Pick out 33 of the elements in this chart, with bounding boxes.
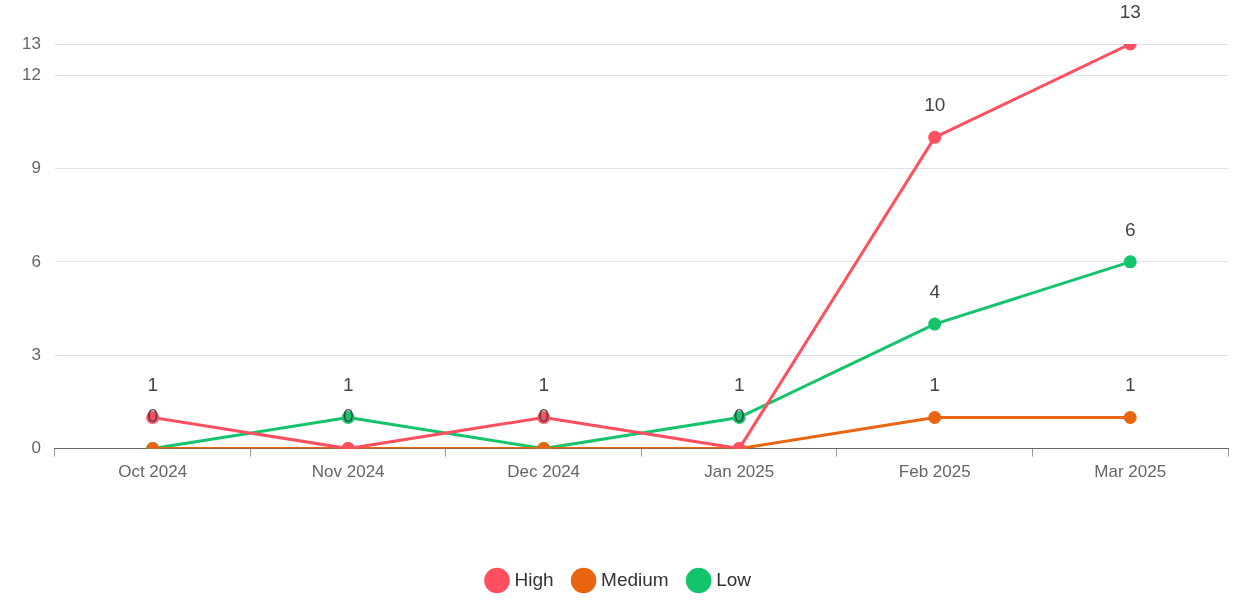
x-tick-label: Nov 2024 — [311, 462, 385, 482]
data-label: 1 — [342, 374, 354, 396]
data-label: 6 — [1124, 218, 1136, 240]
data-label: 10 — [924, 94, 946, 116]
data-label: 1 — [1124, 374, 1136, 396]
x-tick-label: Mar 2025 — [1094, 462, 1167, 482]
legend-label: Medium — [601, 568, 669, 590]
data-label: 0 — [733, 405, 745, 427]
data-label: 4 — [929, 280, 941, 302]
x-tick-label: Dec 2024 — [507, 462, 581, 482]
y-tick-label: 0 — [31, 438, 41, 458]
legend-label: Low — [716, 568, 752, 590]
data-label: 13 — [1119, 0, 1141, 22]
y-tick-label: 13 — [21, 33, 41, 53]
x-tick-label: Jan 2025 — [704, 462, 775, 482]
data-label: 0 — [538, 405, 549, 427]
data-label: 1 — [929, 374, 941, 396]
point — [1123, 255, 1137, 269]
y-tick-label: 12 — [21, 64, 41, 84]
point — [1123, 410, 1137, 424]
data-label: 1 — [147, 374, 158, 396]
point — [928, 317, 942, 331]
y-tick-label: 3 — [31, 344, 41, 364]
data-label: 1 — [733, 374, 745, 396]
y-tick-label: 9 — [31, 158, 41, 178]
data-label: 0 — [147, 405, 158, 427]
point — [928, 410, 942, 424]
y-tick-label: 6 — [31, 251, 41, 271]
x-tick-label: Feb 2025 — [898, 462, 971, 482]
data-label: 0 — [342, 405, 354, 427]
legend-label: High — [514, 568, 554, 590]
data-label: 1 — [538, 374, 549, 396]
x-tick-label: Oct 2024 — [118, 462, 188, 482]
